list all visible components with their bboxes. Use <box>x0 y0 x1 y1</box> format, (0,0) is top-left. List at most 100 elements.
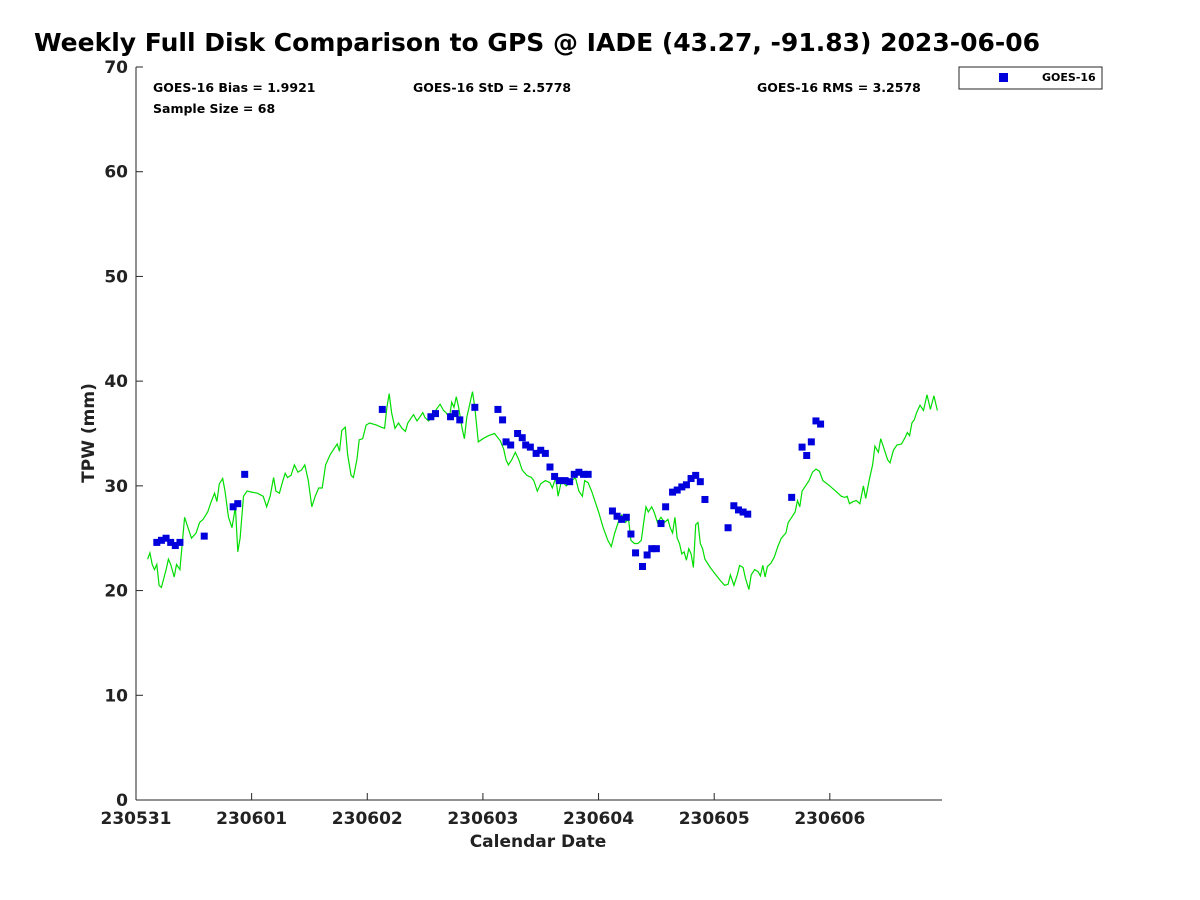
goes-point <box>657 520 665 528</box>
goes-point <box>730 502 738 510</box>
x-tick-label: 230606 <box>794 809 865 829</box>
goes-point <box>638 562 646 570</box>
x-tick-label: 230605 <box>679 809 750 829</box>
x-axis-ticks: 230531 230601 230602 230603 230604 230605 2306… <box>101 793 865 829</box>
goes-point <box>546 463 554 471</box>
goes-point <box>648 545 656 553</box>
goes-point <box>803 451 811 459</box>
legend-goes-label: GOES-16 <box>1042 71 1096 84</box>
goes-point <box>566 478 574 486</box>
goes-point <box>632 549 640 557</box>
goes-point <box>157 536 165 544</box>
y-tick-label: 0 <box>116 791 128 811</box>
goes-point <box>471 403 479 411</box>
goes-point <box>618 515 626 523</box>
goes-point <box>447 413 455 421</box>
goes-point <box>171 542 179 550</box>
goes-point <box>378 405 386 413</box>
goes-point <box>575 468 583 476</box>
x-tick-label: 230602 <box>332 809 403 829</box>
goes-point <box>241 470 249 478</box>
goes-point <box>739 508 747 516</box>
y-axis-label: TPW (mm) <box>79 383 99 483</box>
goes-point <box>807 438 815 446</box>
y-tick-label: 60 <box>104 163 128 183</box>
x-tick-label: 230531 <box>101 809 172 829</box>
goes-point <box>622 513 630 521</box>
goes-point <box>551 472 559 480</box>
y-tick-label: 20 <box>104 582 128 602</box>
goes-point <box>580 470 588 478</box>
x-tick-label: 230601 <box>216 809 287 829</box>
gps-line <box>147 391 938 590</box>
legend-goes-marker <box>999 73 1008 82</box>
goes-point <box>494 405 502 413</box>
goes-point <box>724 524 732 532</box>
goes-point <box>162 534 170 542</box>
y-tick-label: 40 <box>104 372 128 392</box>
x-tick-label: 230604 <box>563 809 634 829</box>
y-tick-label: 10 <box>104 686 128 706</box>
goes-point <box>518 434 526 442</box>
x-tick-label: 230603 <box>447 809 518 829</box>
legend: GOES-16 <box>958 66 1103 90</box>
goes-point <box>153 538 161 546</box>
goes-point <box>541 449 549 457</box>
goes-point <box>669 488 677 496</box>
goes-point <box>627 530 635 538</box>
std-stat: GOES-16 StD = 2.5778 <box>413 80 571 95</box>
x-axis-label: Calendar Date <box>470 832 607 852</box>
chart-title: Weekly Full Disk Comparison to GPS @ IAD… <box>34 28 1041 57</box>
rms-stat: GOES-16 RMS = 3.2578 <box>757 80 921 95</box>
goes-point <box>570 470 578 478</box>
y-tick-label: 70 <box>104 58 128 78</box>
goes-point <box>176 538 184 546</box>
y-tick-label: 50 <box>104 267 128 287</box>
goes-point <box>229 503 237 511</box>
goes-series <box>153 403 825 570</box>
y-tick-label: 30 <box>104 477 128 497</box>
goes-point <box>456 416 464 424</box>
goes-point <box>499 416 507 424</box>
goes-point <box>432 410 440 418</box>
goes-point <box>507 441 515 449</box>
bias-stat: GOES-16 Bias = 1.9921 <box>153 80 315 95</box>
goes-point <box>696 478 704 486</box>
goes-point <box>744 510 752 518</box>
goes-point <box>584 470 592 478</box>
goes-point <box>798 443 806 451</box>
goes-point <box>537 446 545 454</box>
goes-point <box>613 512 621 520</box>
goes-point <box>701 495 709 503</box>
gps-series <box>147 391 938 590</box>
goes-point <box>532 449 540 457</box>
goes-point <box>200 532 208 540</box>
goes-point <box>167 538 175 546</box>
goes-point <box>514 430 522 437</box>
goes-point <box>812 417 820 425</box>
goes-point <box>643 551 651 559</box>
goes-point <box>608 507 616 515</box>
goes-point <box>687 475 695 483</box>
goes-point <box>522 441 530 449</box>
legend-box <box>958 66 1103 90</box>
goes-point <box>662 503 670 511</box>
goes-point <box>682 481 690 489</box>
goes-point <box>502 438 510 446</box>
y-axis-ticks: 0 10 20 30 40 50 60 70 <box>104 58 143 811</box>
goes-point <box>555 477 563 485</box>
goes-point <box>692 471 700 479</box>
goes-point <box>788 493 796 501</box>
goes-point <box>234 500 242 508</box>
goes-point <box>526 443 534 451</box>
goes-point <box>678 483 686 491</box>
goes-point <box>427 413 435 421</box>
goes-point <box>673 486 681 494</box>
goes-point <box>652 545 660 553</box>
goes-point <box>734 506 742 514</box>
goes-point <box>817 420 825 428</box>
sample-size-stat: Sample Size = 68 <box>153 101 275 116</box>
goes-point <box>451 410 459 418</box>
goes-point <box>561 477 569 485</box>
